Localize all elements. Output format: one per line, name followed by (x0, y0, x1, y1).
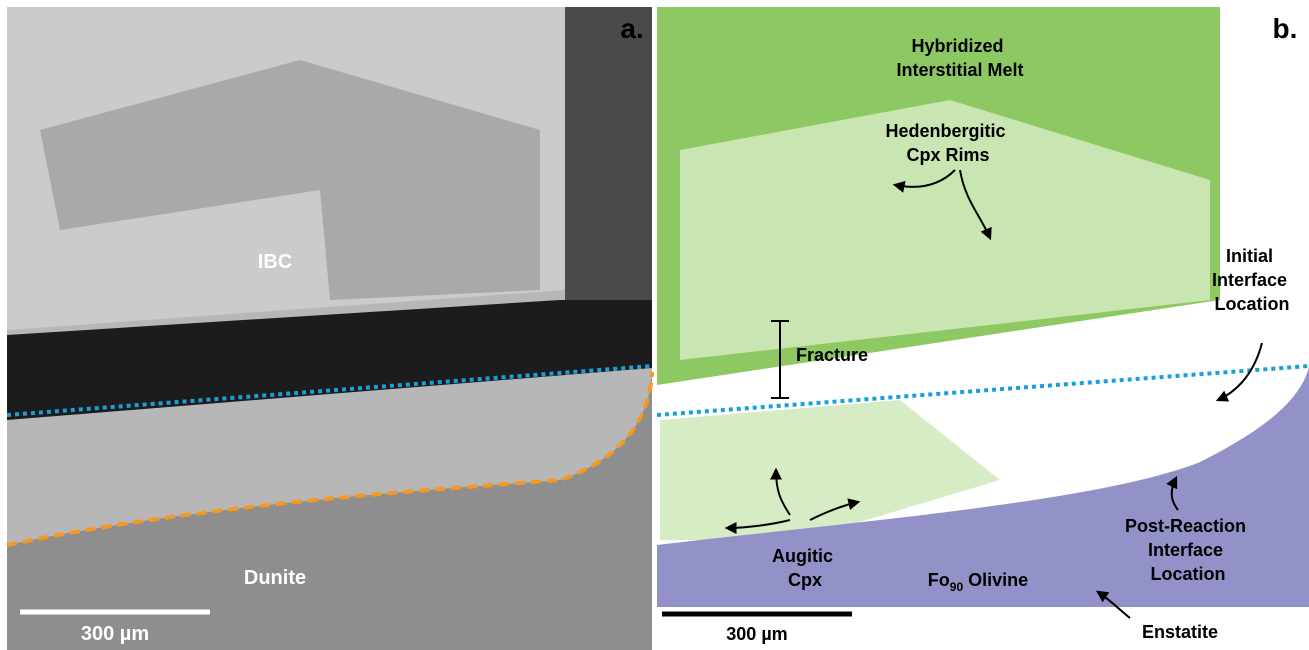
panel-label: b. (1273, 13, 1298, 44)
fracture-label: Fracture (796, 345, 868, 365)
enstatite-label: Enstatite (1142, 622, 1218, 642)
scale-label: 300 µm (726, 624, 787, 644)
ibc-label: IBC (258, 251, 292, 273)
dunite-label: Dunite (244, 567, 306, 589)
panel-b: b. Hybridized Interstitial Melt Hedenber… (657, 7, 1309, 644)
panel-a: 300 µm a. IBC Dunite (7, 7, 652, 650)
panel-label: a. (620, 13, 643, 44)
scale-label: 300 µm (81, 623, 149, 645)
figure: 300 µm a. IBC Dunite b. Hybridized Inter… (0, 0, 1309, 650)
